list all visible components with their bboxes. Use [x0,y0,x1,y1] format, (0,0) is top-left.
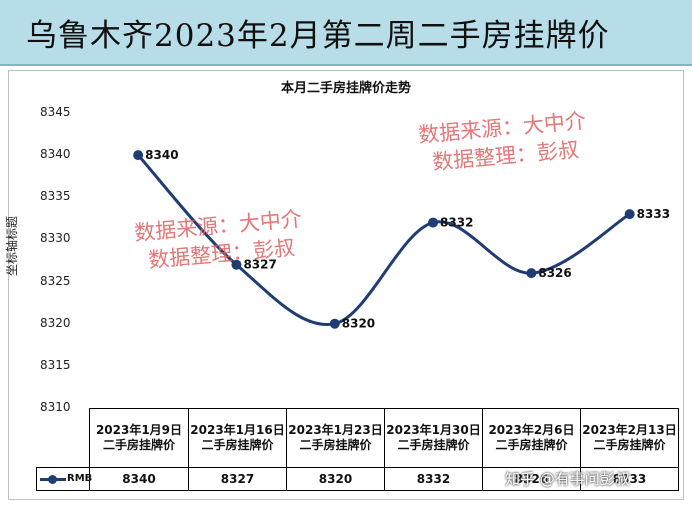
page-title: 乌鲁木齐2023年2月第二周二手房挂牌价 [26,18,610,54]
data-label: 8327 [243,258,276,272]
y-tick-label: 8325 [40,273,71,288]
table-value-cell: 8340 [89,467,189,491]
data-table: 2023年1月9日二手房挂牌价 2023年1月16日二手房挂牌价 2023年1月… [36,408,679,491]
table-value-cell: 8332 [384,467,483,491]
table-value-cell: 8333 [580,467,679,491]
data-label: 8332 [440,216,473,230]
table-header-cell: 2023年1月30日二手房挂牌价 [384,408,483,468]
data-point [624,209,635,220]
y-tick-label: 8330 [40,231,71,246]
source-credit: 知乎 @有事问彭叔 [505,470,630,488]
data-label: 8333 [637,207,670,221]
data-point [526,268,537,279]
legend-key: RMB [36,467,93,491]
table-corner [36,408,90,468]
chart-title: 本月二手房挂牌价走势 [280,81,411,96]
table-value-cell: 8327 [188,467,287,491]
y-tick-label: 8320 [40,315,71,330]
y-tick-label: 8340 [40,147,71,162]
table-value-cell: 8320 [286,467,385,491]
table-header-cell: 2023年1月16日二手房挂牌价 [188,408,287,468]
y-tick-label: 8345 [40,105,71,119]
y-tick-label: 8315 [40,357,71,372]
data-point [329,318,340,329]
table-header-cell: 2023年1月23日二手房挂牌价 [286,408,385,468]
data-label: 8340 [145,148,178,162]
legend-marker [48,475,57,484]
data-point [428,217,439,228]
data-point [231,259,242,270]
table-header-cell: 2023年2月13日二手房挂牌价 [580,408,679,468]
table-header-cell: 2023年2月6日二手房挂牌价 [482,408,581,468]
title-banner: 乌鲁木齐2023年2月第二周二手房挂牌价 [0,0,692,66]
data-point [133,150,144,161]
table-value-cell: 8326 [482,467,581,491]
legend-label: RMB [67,473,93,484]
y-tick-label: 8335 [40,189,71,204]
data-label: 8320 [342,317,375,331]
data-label: 8326 [538,266,571,280]
table-header-cell: 2023年1月9日二手房挂牌价 [89,408,189,468]
